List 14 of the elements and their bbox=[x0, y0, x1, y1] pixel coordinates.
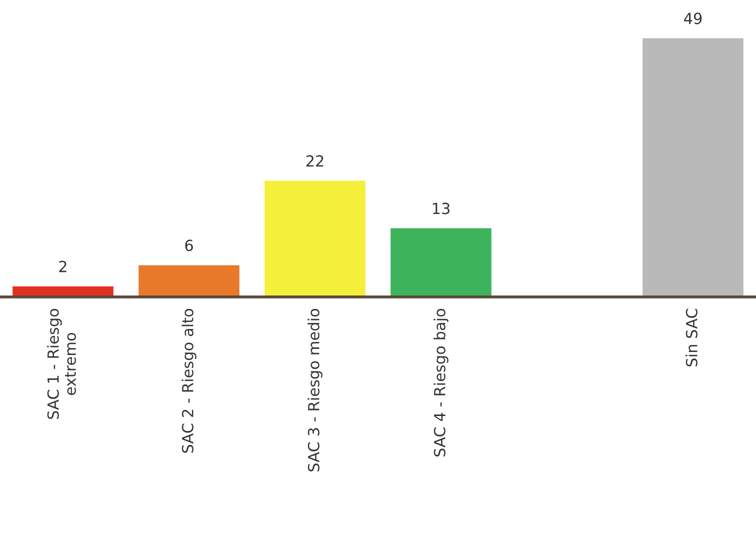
x-tick-label: SAC 2 - Riesgo alto bbox=[182, 308, 196, 453]
bar bbox=[390, 228, 492, 297]
bar bbox=[264, 180, 366, 297]
x-tick-label: SAC 3 - Riesgo medio bbox=[308, 308, 322, 472]
data-label: 49 bbox=[684, 12, 702, 24]
data-label: 6 bbox=[185, 240, 193, 252]
bar bbox=[138, 265, 240, 297]
data-label: 2 bbox=[59, 260, 66, 272]
data-label: 22 bbox=[306, 155, 324, 167]
bar bbox=[642, 38, 744, 297]
x-tick-label: Sin SAC bbox=[686, 308, 698, 366]
data-label: 13 bbox=[432, 202, 450, 214]
x-tick-label: SAC 1 - Riesgo extremo bbox=[47, 308, 76, 419]
x-tick-label: SAC 4 - Riesgo bajo bbox=[434, 308, 448, 456]
